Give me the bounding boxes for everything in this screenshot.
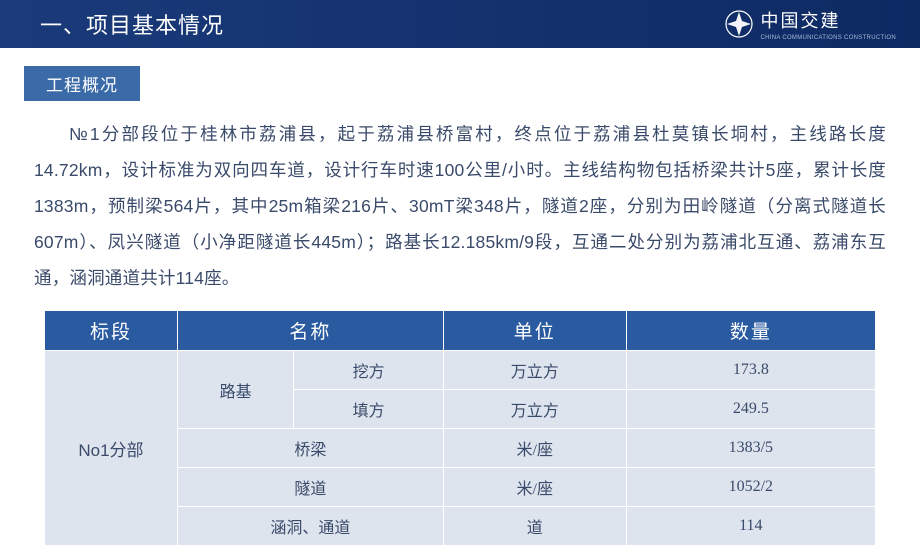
cell-unit: 米/座 (443, 429, 626, 468)
cell-name: 挖方 (294, 351, 444, 390)
cell-unit: 道 (443, 507, 626, 546)
th-name: 名称 (177, 311, 443, 351)
cell-qty: 1383/5 (626, 429, 875, 468)
cell-name: 桥梁 (177, 429, 443, 468)
table-header-row: 标段 名称 单位 数量 (45, 311, 876, 351)
cell-name: 隧道 (177, 468, 443, 507)
logo-group: 中国交建 CHINA COMMUNICATIONS CONSTRUCTION (725, 7, 896, 41)
slide-header: 一、项目基本情况 中国交建 CHINA COMMUNICATIONS CONST… (0, 0, 920, 48)
cell-name: 涵洞、通道 (177, 507, 443, 546)
cccc-logo-icon (725, 10, 753, 38)
logo-text: 中国交建 (761, 7, 896, 33)
th-unit: 单位 (443, 311, 626, 351)
cell-unit: 米/座 (443, 468, 626, 507)
logo-subtext: CHINA COMMUNICATIONS CONSTRUCTION (761, 35, 896, 41)
section-subtitle: 工程概况 (24, 66, 140, 101)
cell-unit: 万立方 (443, 390, 626, 429)
quantities-table: 标段 名称 单位 数量 No1分部 路基 挖方 万立方 173.8 填方 万立方… (44, 310, 876, 546)
cell-group: 路基 (177, 351, 293, 429)
logo-text-block: 中国交建 CHINA COMMUNICATIONS CONSTRUCTION (761, 7, 896, 41)
cell-qty: 1052/2 (626, 468, 875, 507)
th-section: 标段 (45, 311, 178, 351)
th-qty: 数量 (626, 311, 875, 351)
cell-qty: 114 (626, 507, 875, 546)
cell-qty: 249.5 (626, 390, 875, 429)
cell-unit: 万立方 (443, 351, 626, 390)
table-row: No1分部 路基 挖方 万立方 173.8 (45, 351, 876, 390)
slide-title: 一、项目基本情况 (40, 8, 224, 40)
cell-section: No1分部 (45, 351, 178, 546)
project-description: №1分部段位于桂林市荔浦县，起于荔浦县桥富村，终点位于荔浦县杜莫镇长垌村，主线路… (0, 101, 920, 296)
cell-qty: 173.8 (626, 351, 875, 390)
cell-name: 填方 (294, 390, 444, 429)
